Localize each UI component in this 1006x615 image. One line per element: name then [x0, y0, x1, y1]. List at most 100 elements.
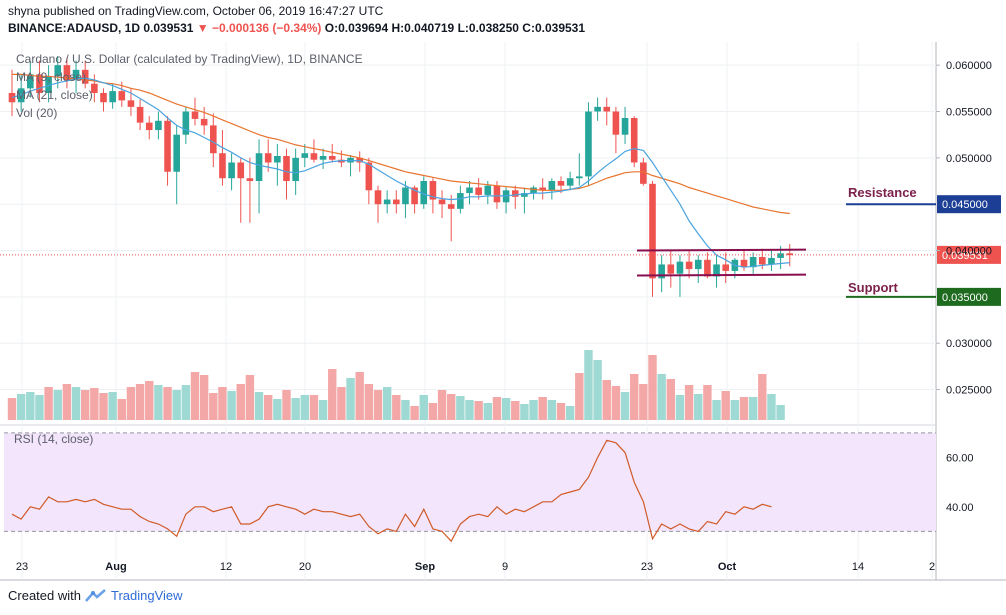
volume-bar [447, 394, 456, 420]
volume-bar [282, 390, 291, 420]
volume-bar [245, 375, 255, 420]
candle-body [91, 83, 98, 93]
candle-body [566, 178, 574, 186]
x-tick-label: 14 [852, 561, 864, 573]
legend-ma21: MA (21, close) [16, 88, 93, 102]
volume-bar [639, 384, 648, 420]
candle-body [722, 264, 729, 271]
candle-body [475, 187, 482, 195]
volume-bar [511, 401, 520, 420]
volume-bar [501, 398, 511, 420]
volume-bar [410, 406, 419, 420]
candle-body [191, 111, 199, 119]
candle-body [246, 178, 254, 182]
volume-bar [712, 400, 721, 420]
candle-body [182, 111, 190, 135]
volume-bar [758, 374, 767, 420]
x-tick-label: 9 [502, 561, 508, 573]
volume-bar [264, 395, 273, 420]
candle-body [264, 153, 272, 163]
volume-bar [199, 375, 209, 420]
volume-bar [474, 401, 483, 420]
candle-body [301, 153, 309, 158]
volume-bar [44, 387, 53, 420]
candle-body [786, 253, 794, 256]
candle-body [365, 162, 373, 191]
candle-body [237, 162, 245, 179]
volume-bar [373, 390, 383, 420]
volume-bar [382, 387, 392, 420]
candle-body [402, 187, 409, 205]
candle-body [118, 91, 126, 101]
candle-body [466, 187, 473, 194]
volume-bar [520, 404, 529, 420]
volume-bar [154, 385, 163, 420]
candle-body [704, 259, 711, 277]
y-tick-label: 0.055000 [946, 107, 992, 119]
candle-body [109, 91, 116, 103]
volume-bar [355, 372, 364, 420]
volume-bar [437, 390, 447, 420]
footer-brand[interactable]: TradingView [110, 588, 183, 603]
volume-bar [35, 395, 44, 420]
volume-bar [748, 397, 758, 420]
candle-body [594, 106, 601, 112]
volume-bar [53, 390, 62, 420]
volume-bar [767, 394, 776, 420]
last-price-tag [937, 245, 1001, 264]
volume-bar [218, 387, 227, 420]
candle-body [155, 120, 162, 131]
volume-bar [172, 390, 181, 420]
resistance-label: Resistance [848, 185, 917, 200]
candle-body [585, 111, 592, 177]
candle-body [219, 153, 226, 179]
volume-bar [126, 387, 136, 420]
candle-body [603, 106, 611, 112]
close-value: C:0.039531 [522, 21, 586, 35]
volume-bar [703, 385, 712, 420]
y-tick-label: 0.030000 [946, 338, 992, 350]
candle-body [63, 65, 71, 80]
candle-body [210, 125, 217, 154]
candle-body [539, 187, 546, 191]
candle-body [640, 162, 647, 184]
volume-bar [529, 400, 538, 420]
volume-bar [602, 380, 611, 420]
volume-bar [309, 395, 319, 420]
candle-body [292, 157, 299, 182]
legend-ma9: MA (9, close) [16, 70, 87, 84]
high-value: H:0.040719 [391, 21, 455, 35]
ohlc-header: BINANCE:ADAUSD, 1D 0.039531 ▼ −0.000136 … [8, 21, 585, 35]
candle-body [274, 156, 281, 163]
candle-body [685, 261, 693, 270]
candle-body [694, 259, 702, 270]
candle-body [457, 193, 464, 209]
change-value: −0.000136 (−0.34%) [212, 21, 322, 35]
ma9-line [11, 77, 790, 268]
volume-bar [538, 397, 547, 420]
support-label: Support [848, 280, 898, 295]
volume-bar [556, 403, 566, 420]
candle-body [81, 69, 89, 84]
volume-bar [16, 394, 26, 420]
candle-body [759, 257, 766, 265]
candle-body [310, 153, 318, 160]
support-price-tag [937, 287, 1001, 306]
volume-bar [71, 387, 81, 420]
candle-body [630, 118, 638, 163]
candle-body [438, 199, 446, 205]
channel-upper-line [636, 248, 807, 252]
volume-bar [190, 372, 200, 420]
candle-body [612, 111, 620, 135]
channel-lower-line [636, 273, 807, 277]
volume-bar [300, 395, 309, 420]
volume-bar [483, 403, 492, 420]
candle-body [200, 118, 208, 126]
y-tick-label: 0.050000 [946, 153, 992, 165]
y-tick-label: 0.025000 [946, 385, 992, 397]
volume-bar [675, 395, 685, 420]
candle-body [127, 100, 135, 107]
last-price: 0.039531 [143, 21, 194, 35]
volume-bar [7, 398, 17, 420]
